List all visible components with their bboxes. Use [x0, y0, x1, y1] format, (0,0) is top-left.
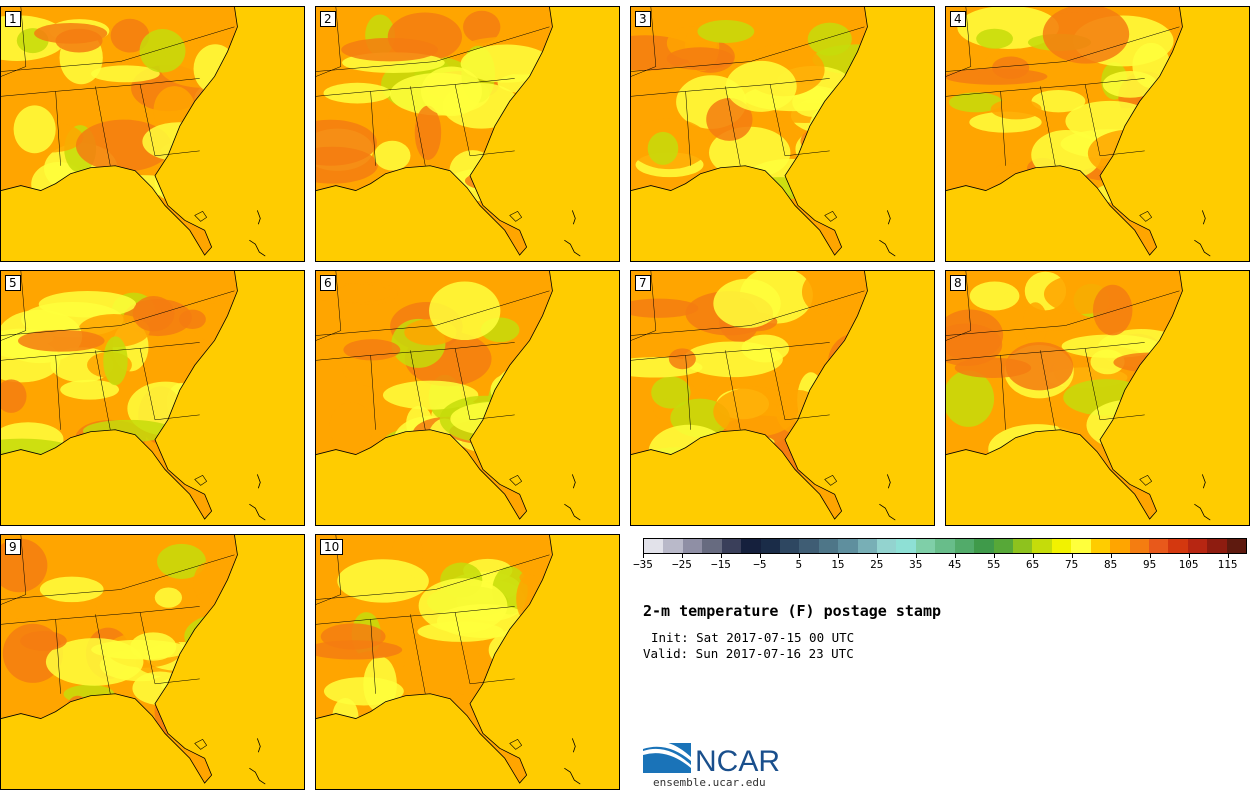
member-number-label: 5	[5, 275, 21, 291]
colorbar-swatch	[935, 539, 955, 553]
colorbar-swatch	[760, 539, 780, 553]
colorbar-swatch	[1013, 539, 1033, 553]
member-number-label: 3	[635, 11, 651, 27]
colorbar-swatch	[1129, 539, 1149, 553]
valid-time: Valid: Sun 2017-07-16 23 UTC	[643, 646, 854, 661]
map-title: 2-m temperature (F) postage stamp	[643, 602, 942, 620]
colorbar-swatch	[1032, 539, 1052, 553]
ensemble-member-panel: 8	[945, 270, 1250, 526]
colorbar-swatch	[896, 539, 916, 553]
member-number-label: 1	[5, 11, 21, 27]
member-number-label: 8	[950, 275, 966, 291]
member-number-label: 6	[320, 275, 336, 291]
member-number-label: 2	[320, 11, 336, 27]
colorbar-swatch	[1207, 539, 1227, 553]
colorbar-swatch	[818, 539, 839, 553]
colorbar-tick-label: 95	[1142, 558, 1157, 571]
colorbar-swatch	[915, 539, 936, 553]
colorbar-tick	[1188, 554, 1190, 558]
colorbar-tick-label: 105	[1178, 558, 1199, 571]
colorbar-tick-label: 45	[948, 558, 962, 571]
colorbar-swatch	[721, 539, 742, 553]
logo-url: ensemble.ucar.edu	[653, 776, 766, 789]
member-number-label: 9	[5, 539, 21, 555]
colorbar-tick	[643, 554, 644, 558]
colorbar-swatch	[954, 539, 975, 553]
colorbar-swatch	[1148, 539, 1169, 553]
colorbar-tick	[915, 554, 917, 558]
colorbar-tick-label: 25	[870, 558, 884, 571]
colorbar-tick	[798, 554, 800, 558]
colorbar-tick-label: 35	[909, 558, 923, 571]
colorbar-tick	[681, 554, 683, 558]
colorbar-tick-label: 65	[1026, 558, 1040, 571]
member-number-label: 4	[950, 11, 966, 27]
colorbar-tick-label: −5	[753, 558, 767, 571]
colorbar-swatch	[877, 539, 897, 553]
colorbar-swatch	[838, 539, 858, 553]
member-number-label: 7	[635, 275, 651, 291]
colorbar-tick	[1110, 554, 1112, 558]
ensemble-member-panel: 2	[315, 6, 620, 262]
colorbar-tick-label: 55	[987, 558, 1001, 571]
member-number-label: 10	[320, 539, 344, 555]
colorbar-tick-label: 115	[1217, 558, 1238, 571]
colorbar-swatch	[857, 539, 878, 553]
ncar-logo: NCAR	[643, 740, 780, 778]
colorbar-tick-label: 85	[1103, 558, 1118, 571]
colorbar-swatch	[741, 539, 761, 553]
colorbar-tick	[876, 554, 878, 558]
colorbar	[643, 538, 1247, 554]
colorbar-tick-label: −25	[672, 558, 692, 571]
colorbar-swatch	[644, 539, 664, 553]
colorbar-swatch	[1090, 539, 1111, 553]
colorbar-swatch	[663, 539, 683, 553]
colorbar-swatch	[799, 539, 819, 553]
colorbar-swatch	[682, 539, 703, 553]
colorbar-ticks: −35 −25 −15 −5 5 15 25 35 45 55 65 75 85 95 105 115	[633, 554, 1247, 574]
ensemble-member-panel: 10	[315, 534, 620, 790]
colorbar-swatch	[1071, 539, 1091, 553]
colorbar-swatch	[1226, 539, 1247, 553]
ensemble-member-panel: 5	[0, 270, 305, 526]
colorbar-tick	[1227, 554, 1229, 558]
colorbar-swatch	[702, 539, 722, 553]
colorbar-tick	[1032, 554, 1034, 558]
ensemble-member-panel: 9	[0, 534, 305, 790]
colorbar-tick-label: 75	[1065, 558, 1079, 571]
colorbar-swatch	[974, 539, 994, 553]
colorbar-swatch	[1168, 539, 1188, 553]
colorbar-tick-label: −15	[710, 558, 731, 571]
colorbar-swatch	[1110, 539, 1130, 553]
colorbar-tick-label: 15	[831, 558, 845, 571]
colorbar-tick	[954, 554, 956, 558]
ensemble-member-panel: 4	[945, 6, 1250, 262]
ensemble-member-panel: 1	[0, 6, 305, 262]
colorbar-tick-label: 5	[795, 558, 803, 571]
colorbar-tick	[837, 554, 839, 558]
logo-text: NCAR	[695, 745, 780, 778]
colorbar-swatch	[1187, 539, 1208, 553]
colorbar-tick	[759, 554, 761, 558]
colorbar-tick	[1149, 554, 1151, 558]
colorbar-swatch	[779, 539, 800, 553]
colorbar-tick-label: −35	[633, 558, 653, 571]
ensemble-member-panel: 7	[630, 270, 935, 526]
ensemble-member-panel: 3	[630, 6, 935, 262]
colorbar-swatch	[1051, 539, 1072, 553]
colorbar-tick	[993, 554, 995, 558]
colorbar-tick	[1071, 554, 1073, 558]
init-time: Init: Sat 2017-07-15 00 UTC	[651, 630, 855, 645]
colorbar-swatch	[993, 539, 1014, 553]
ensemble-member-panel: 6	[315, 270, 620, 526]
colorbar-tick	[720, 554, 722, 558]
